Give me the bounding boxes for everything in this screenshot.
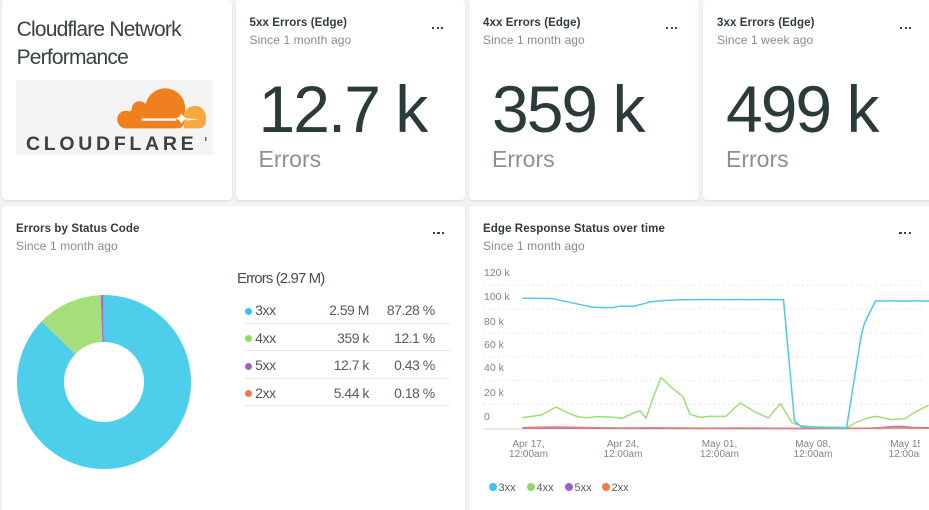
svg-text:CLOUDFLARE: CLOUDFLARE bbox=[26, 133, 197, 155]
